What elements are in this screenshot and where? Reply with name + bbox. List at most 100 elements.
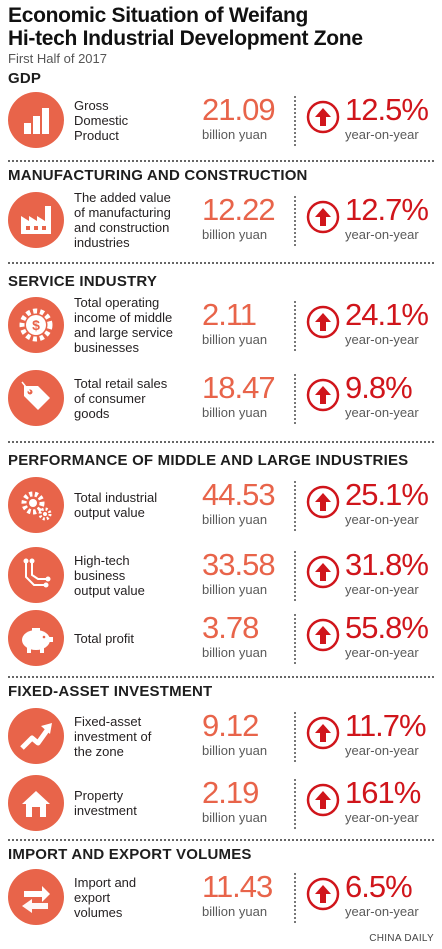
metric-description-text: Total retail sales of consumer goods xyxy=(74,375,168,421)
growth-label: year-on-year xyxy=(345,512,419,527)
metric-description-text: The added value of manufacturing and con… xyxy=(74,190,171,250)
metric-value: 9.12 xyxy=(202,708,259,743)
column-divider xyxy=(294,551,296,601)
growth-percentage: 12.7% xyxy=(345,192,429,227)
circuit-board-icon xyxy=(8,547,64,603)
metric-row: Total industrial output value 44.53 billio… xyxy=(0,477,442,533)
column-divider xyxy=(294,481,296,531)
gears-icon xyxy=(8,477,64,533)
metric-description: Total operating income of middle and lar… xyxy=(74,295,200,355)
column-divider xyxy=(294,374,296,424)
growth-label: year-on-year xyxy=(345,405,419,420)
metric-row: Property investment 2.19 billion yuan 161% y… xyxy=(0,775,442,831)
section-title: IMPORT AND EXPORT VOLUMES xyxy=(8,846,252,863)
factory-icon xyxy=(8,192,64,248)
up-arrow-icon xyxy=(306,305,340,339)
section-title: PERFORMANCE OF MIDDLE AND LARGE INDUSTRI… xyxy=(8,452,409,469)
growth-percentage: 11.7% xyxy=(345,708,427,743)
source-credit: CHINA DAILY xyxy=(369,933,434,944)
metric-description-text: Import and export volumes xyxy=(74,874,137,920)
metric-value: 3.78 xyxy=(202,610,259,645)
metric-description-text: Fixed-asset investment of the zone xyxy=(74,713,152,759)
metric-row: Gross Domestic Product 21.09 billion yuan 1… xyxy=(0,92,442,148)
section-divider xyxy=(8,676,434,678)
metric-description-text: Total profit xyxy=(74,630,134,646)
up-arrow-icon xyxy=(306,877,340,911)
metric-unit: billion yuan xyxy=(202,332,268,347)
metric-description: Total industrial output value xyxy=(74,477,200,533)
growth-label: year-on-year xyxy=(345,810,419,825)
metric-description-text: Total industrial output value xyxy=(74,490,158,520)
dollar-gear-icon: $ xyxy=(8,297,64,353)
metric-description: Fixed-asset investment of the zone xyxy=(74,708,200,764)
growth-percentage: 9.8% xyxy=(345,370,413,405)
metric-unit: billion yuan xyxy=(202,645,268,660)
growth-percentage: 12.5% xyxy=(345,92,429,127)
up-arrow-icon xyxy=(306,783,340,817)
metric-description: Total retail sales of consumer goods xyxy=(74,370,200,426)
metric-description: Gross Domestic Product xyxy=(74,92,200,148)
exchange-arrows-icon xyxy=(8,869,64,925)
up-arrow-icon xyxy=(306,378,340,412)
metric-description-text: High-tech business output value xyxy=(74,552,145,598)
metric-description-text: Property investment xyxy=(74,788,137,818)
section-divider xyxy=(8,441,434,443)
section-title: FIXED-ASSET INVESTMENT xyxy=(8,683,213,700)
growth-label: year-on-year xyxy=(345,743,419,758)
metric-description: Total profit xyxy=(74,610,200,666)
page-subtitle: First Half of 2017 xyxy=(8,51,107,66)
title-line-2: Hi-tech Industrial Development Zone xyxy=(8,27,363,50)
metric-value: 2.11 xyxy=(202,297,257,332)
growth-label: year-on-year xyxy=(345,904,419,919)
house-icon xyxy=(8,775,64,831)
piggy-bank-icon xyxy=(8,610,64,666)
metric-description-text: Gross Domestic Product xyxy=(74,97,129,143)
section-divider xyxy=(8,839,434,841)
metric-value: 33.58 xyxy=(202,547,276,582)
metric-unit: billion yuan xyxy=(202,127,268,142)
growth-label: year-on-year xyxy=(345,127,419,142)
up-arrow-icon xyxy=(306,100,340,134)
growth-label: year-on-year xyxy=(345,645,419,660)
metric-unit: billion yuan xyxy=(202,512,268,527)
up-arrow-icon xyxy=(306,618,340,652)
column-divider xyxy=(294,196,296,246)
metric-row: High-tech business output value 33.58 bill… xyxy=(0,547,442,603)
growth-label: year-on-year xyxy=(345,332,419,347)
section-title: MANUFACTURING AND CONSTRUCTION xyxy=(8,167,308,184)
growth-label: year-on-year xyxy=(345,582,419,597)
metric-unit: billion yuan xyxy=(202,582,268,597)
section-divider xyxy=(8,262,434,264)
metric-row: Total profit 3.78 billion yuan 55.8% year-on… xyxy=(0,610,442,666)
column-divider xyxy=(294,96,296,146)
metric-description: Property investment xyxy=(74,775,200,831)
column-divider xyxy=(294,779,296,829)
metric-unit: billion yuan xyxy=(202,810,268,825)
metric-description-text: Total operating income of middle and lar… xyxy=(74,295,173,355)
section-divider xyxy=(8,160,434,162)
metric-row: Total retail sales of consumer goods 18.4… xyxy=(0,370,442,426)
metric-value: 2.19 xyxy=(202,775,259,810)
metric-description: Import and export volumes xyxy=(74,869,200,925)
trend-arrow-icon xyxy=(8,708,64,764)
metric-value: 11.43 xyxy=(202,869,273,904)
growth-percentage: 31.8% xyxy=(345,547,429,582)
metric-unit: billion yuan xyxy=(202,904,268,919)
metric-row: Fixed-asset investment of the zone 9.12 bi… xyxy=(0,708,442,764)
column-divider xyxy=(294,301,296,351)
metric-description: The added value of manufacturing and con… xyxy=(74,190,200,250)
svg-text:$: $ xyxy=(32,317,40,333)
bar-chart-icon xyxy=(8,92,64,148)
metric-row: Import and export volumes 11.43 billion yu… xyxy=(0,869,442,925)
metric-row: The added value of manufacturing and con… xyxy=(0,190,442,250)
growth-percentage: 161% xyxy=(345,775,421,810)
up-arrow-icon xyxy=(306,200,340,234)
section-title: GDP xyxy=(8,70,42,87)
growth-percentage: 24.1% xyxy=(345,297,429,332)
metric-row: $ Total operating income of middle and la… xyxy=(0,295,442,355)
metric-value: 18.47 xyxy=(202,370,276,405)
metric-description: High-tech business output value xyxy=(74,547,200,603)
up-arrow-icon xyxy=(306,716,340,750)
title-line-1: Economic Situation of Weifang xyxy=(8,4,309,27)
column-divider xyxy=(294,873,296,923)
